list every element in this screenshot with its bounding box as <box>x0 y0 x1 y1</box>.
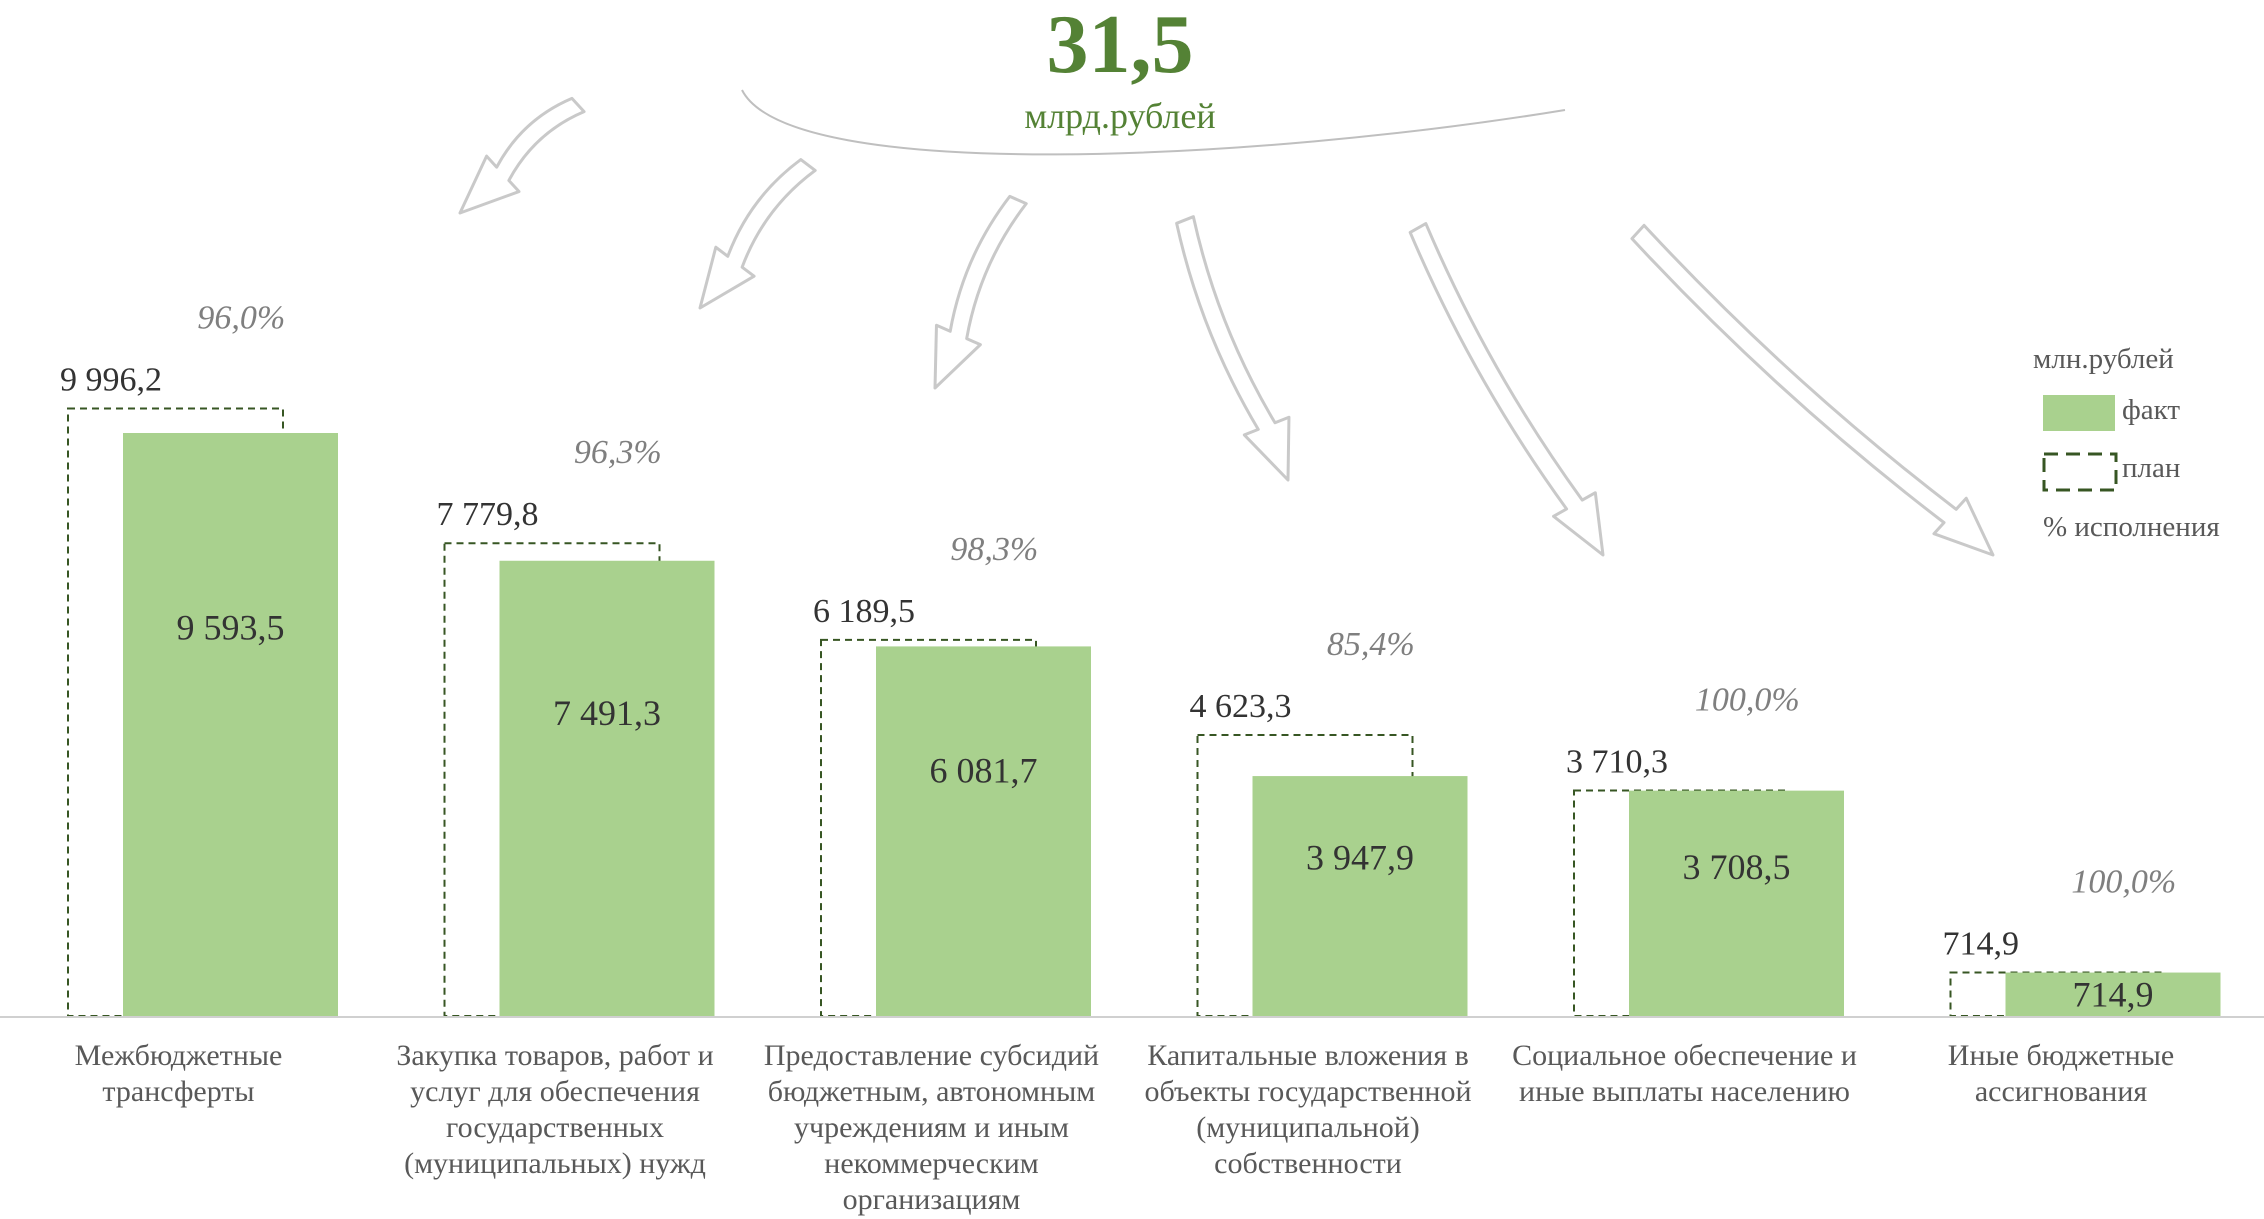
percent-execution-label: 96,3% <box>574 434 662 471</box>
legend-unit: млн.рублей <box>2033 343 2174 375</box>
category-label-line: услуг для обеспечения <box>410 1075 700 1108</box>
category-label: Капитальные вложения в объекты государств… <box>1144 1039 1471 1180</box>
fact-value-label: 3 947,9 <box>1306 837 1414 877</box>
arrow-icon <box>1175 215 1291 482</box>
fact-bar <box>1252 776 1468 1016</box>
category-label-line: (муниципальной) <box>1196 1111 1420 1144</box>
plan-value-label: 7 779,8 <box>437 496 539 533</box>
percent-execution-label: 96,0% <box>197 300 285 337</box>
category-label-line: иные выплаты населению <box>1519 1075 1850 1108</box>
category-label: Закупка товаров, работ и услуг для обеспе… <box>396 1039 713 1180</box>
fact-value-label: 6 081,7 <box>930 750 1038 790</box>
plan-value-label: 3 710,3 <box>1566 744 1668 781</box>
category-label-line: Предоставление субсидий <box>764 1039 1099 1072</box>
category-label-line: бюджетным, автономным <box>768 1075 1095 1108</box>
arrow-icon <box>698 158 817 310</box>
arrow-icon <box>1630 223 1995 557</box>
arrows-group <box>458 96 1995 557</box>
legend: млн.рублей факт план % исполнения <box>2033 343 2220 543</box>
percent-execution-label: 100,0% <box>1695 682 1800 719</box>
legend-fact-label: факт <box>2122 394 2180 426</box>
percent-execution-label: 98,3% <box>950 531 1038 568</box>
category-label: Межбюджетные трансферты <box>75 1039 283 1108</box>
category-label: Предоставление субсидий бюджетным, автоно… <box>764 1039 1099 1216</box>
fact-value-label: 714,9 <box>2073 974 2154 1014</box>
plan-value-label: 6 189,5 <box>813 593 915 630</box>
category-label-line: учреждениям и иным <box>794 1111 1069 1144</box>
category-label-line: Закупка товаров, работ и <box>396 1039 713 1072</box>
total-value: 31,5 <box>1047 0 1194 91</box>
category-label-line: некоммерческим <box>824 1147 1038 1180</box>
arrow-icon <box>1408 222 1605 557</box>
category-labels: Межбюджетные трансферты Закупка товаров, р… <box>75 1039 2175 1216</box>
arrow-icon <box>933 194 1028 390</box>
plan-value-label: 4 623,3 <box>1190 688 1292 725</box>
legend-pct-label: % исполнения <box>2043 511 2220 543</box>
legend-plan-swatch <box>2042 452 2118 492</box>
category-label-line: государственных <box>446 1111 664 1144</box>
plan-value-label: 9 996,2 <box>60 362 162 399</box>
fact-value-label: 3 708,5 <box>1683 847 1791 887</box>
fact-bar <box>2005 972 2221 1016</box>
plan-value-label: 714,9 <box>1943 926 2020 963</box>
fact-bar <box>499 560 715 1016</box>
fact-value-label: 9 593,5 <box>177 607 285 647</box>
total-unit: млрд.рублей <box>1024 96 1215 136</box>
category-label-line: (муниципальных) нужд <box>404 1147 706 1180</box>
arrow-icon <box>458 96 586 215</box>
header-arc <box>741 89 1566 156</box>
fact-bar <box>1629 790 1844 1016</box>
category-label-line: ассигнования <box>1975 1075 2148 1108</box>
legend-fact-swatch <box>2043 395 2115 431</box>
category-label-line: собственности <box>1214 1147 1402 1180</box>
category-label: Социальное обеспечение и иные выплаты нас… <box>1512 1039 1857 1108</box>
fact-bar <box>123 433 338 1016</box>
category-label-line: трансферты <box>102 1075 254 1108</box>
category-label-line: Социальное обеспечение и <box>1512 1039 1857 1072</box>
category-label-line: объекты государственной <box>1144 1075 1471 1108</box>
fact-value-label: 7 491,3 <box>553 693 661 733</box>
legend-plan-label: план <box>2122 452 2180 484</box>
category-label-line: Иные бюджетные <box>1948 1039 2174 1072</box>
plot-area: 9 593,5 9 996,2 96,0% 7 491,3 7 779,8 96,3% 6 … <box>60 300 2221 1018</box>
category-label: Иные бюджетные ассигнования <box>1948 1039 2174 1108</box>
category-label-line: Капитальные вложения в <box>1147 1039 1469 1072</box>
category-label-line: организациям <box>843 1183 1021 1216</box>
category-label-line: Межбюджетные <box>75 1039 283 1072</box>
fact-bar <box>876 646 1091 1016</box>
percent-execution-label: 100,0% <box>2071 864 2176 901</box>
percent-execution-label: 85,4% <box>1327 626 1415 663</box>
